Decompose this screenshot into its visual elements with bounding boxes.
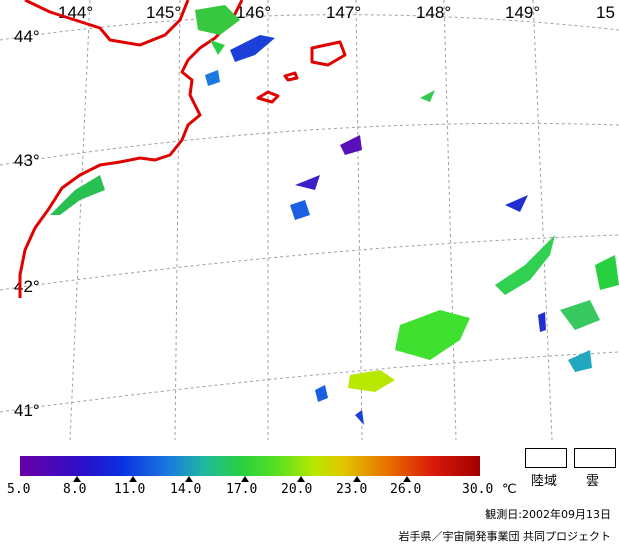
colorbar-tick bbox=[241, 476, 249, 482]
colorbar-tick bbox=[297, 476, 305, 482]
lat-label-42: 42° bbox=[14, 277, 40, 296]
colorbar-tick bbox=[73, 476, 81, 482]
lon-label-147: 147° bbox=[326, 3, 361, 22]
colorbar-label: 26.0 bbox=[390, 482, 422, 497]
colorbar bbox=[20, 456, 480, 476]
sst-patches bbox=[50, 5, 619, 425]
lat-label-41: 41° bbox=[14, 401, 40, 420]
colorbar-label: 8.0 bbox=[63, 482, 87, 497]
lon-label-150: 15 bbox=[596, 3, 615, 22]
colorbar-label: 11.0 bbox=[114, 482, 146, 497]
colorbar-label: 17.0 bbox=[226, 482, 258, 497]
colorbar-tick bbox=[185, 476, 193, 482]
coastline bbox=[18, 0, 347, 298]
legend-land-label: 陸域 bbox=[531, 474, 558, 489]
colorbar-label: 14.0 bbox=[170, 482, 202, 497]
lon-label-149: 149° bbox=[505, 3, 540, 22]
legend-cloud-label: 雲 bbox=[586, 474, 600, 489]
colorbar-unit: ℃ bbox=[502, 482, 517, 497]
lon-label-145: 145° bbox=[146, 3, 181, 22]
colorbar-label: 5.0 bbox=[7, 482, 31, 497]
sst-map: 44° 43° 42° 41° 144° 145° 146° 147° 148°… bbox=[0, 0, 619, 440]
colorbar-label: 20.0 bbox=[281, 482, 313, 497]
credit-line: 岩手県／宇宙開発事業団 共同プロジェクト bbox=[398, 530, 612, 543]
legend-cloud-swatch bbox=[574, 448, 616, 468]
colorbar-label: 23.0 bbox=[336, 482, 368, 497]
lon-label-148: 148° bbox=[416, 3, 451, 22]
colorbar-tick bbox=[403, 476, 411, 482]
colorbar-tick bbox=[129, 476, 137, 482]
lat-label-43: 43° bbox=[14, 151, 40, 170]
graticule bbox=[0, 0, 619, 440]
lat-label-44: 44° bbox=[14, 27, 40, 46]
colorbar-label: 30.0 bbox=[462, 482, 494, 497]
legend-land-swatch bbox=[525, 448, 567, 468]
lon-label-146: 146° bbox=[236, 3, 271, 22]
colorbar-tick bbox=[353, 476, 361, 482]
observation-date: 観測日:2002年09月13日 bbox=[485, 508, 611, 521]
